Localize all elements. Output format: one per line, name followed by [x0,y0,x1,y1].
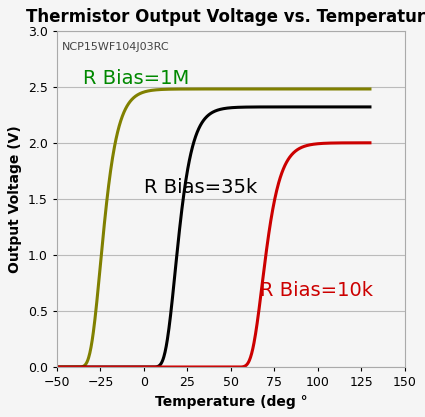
Text: R Bias=10k: R Bias=10k [261,281,374,300]
Y-axis label: Output Voltage (V): Output Voltage (V) [8,125,23,273]
X-axis label: Temperature (deg °: Temperature (deg ° [155,394,307,409]
Text: NCP15WF104J03RC: NCP15WF104J03RC [62,42,170,52]
Text: R Bias=1M: R Bias=1M [83,69,189,88]
Title: Thermistor Output Voltage vs. Temperature: Thermistor Output Voltage vs. Temperatur… [26,8,425,26]
Text: R Bias=35k: R Bias=35k [144,178,257,197]
